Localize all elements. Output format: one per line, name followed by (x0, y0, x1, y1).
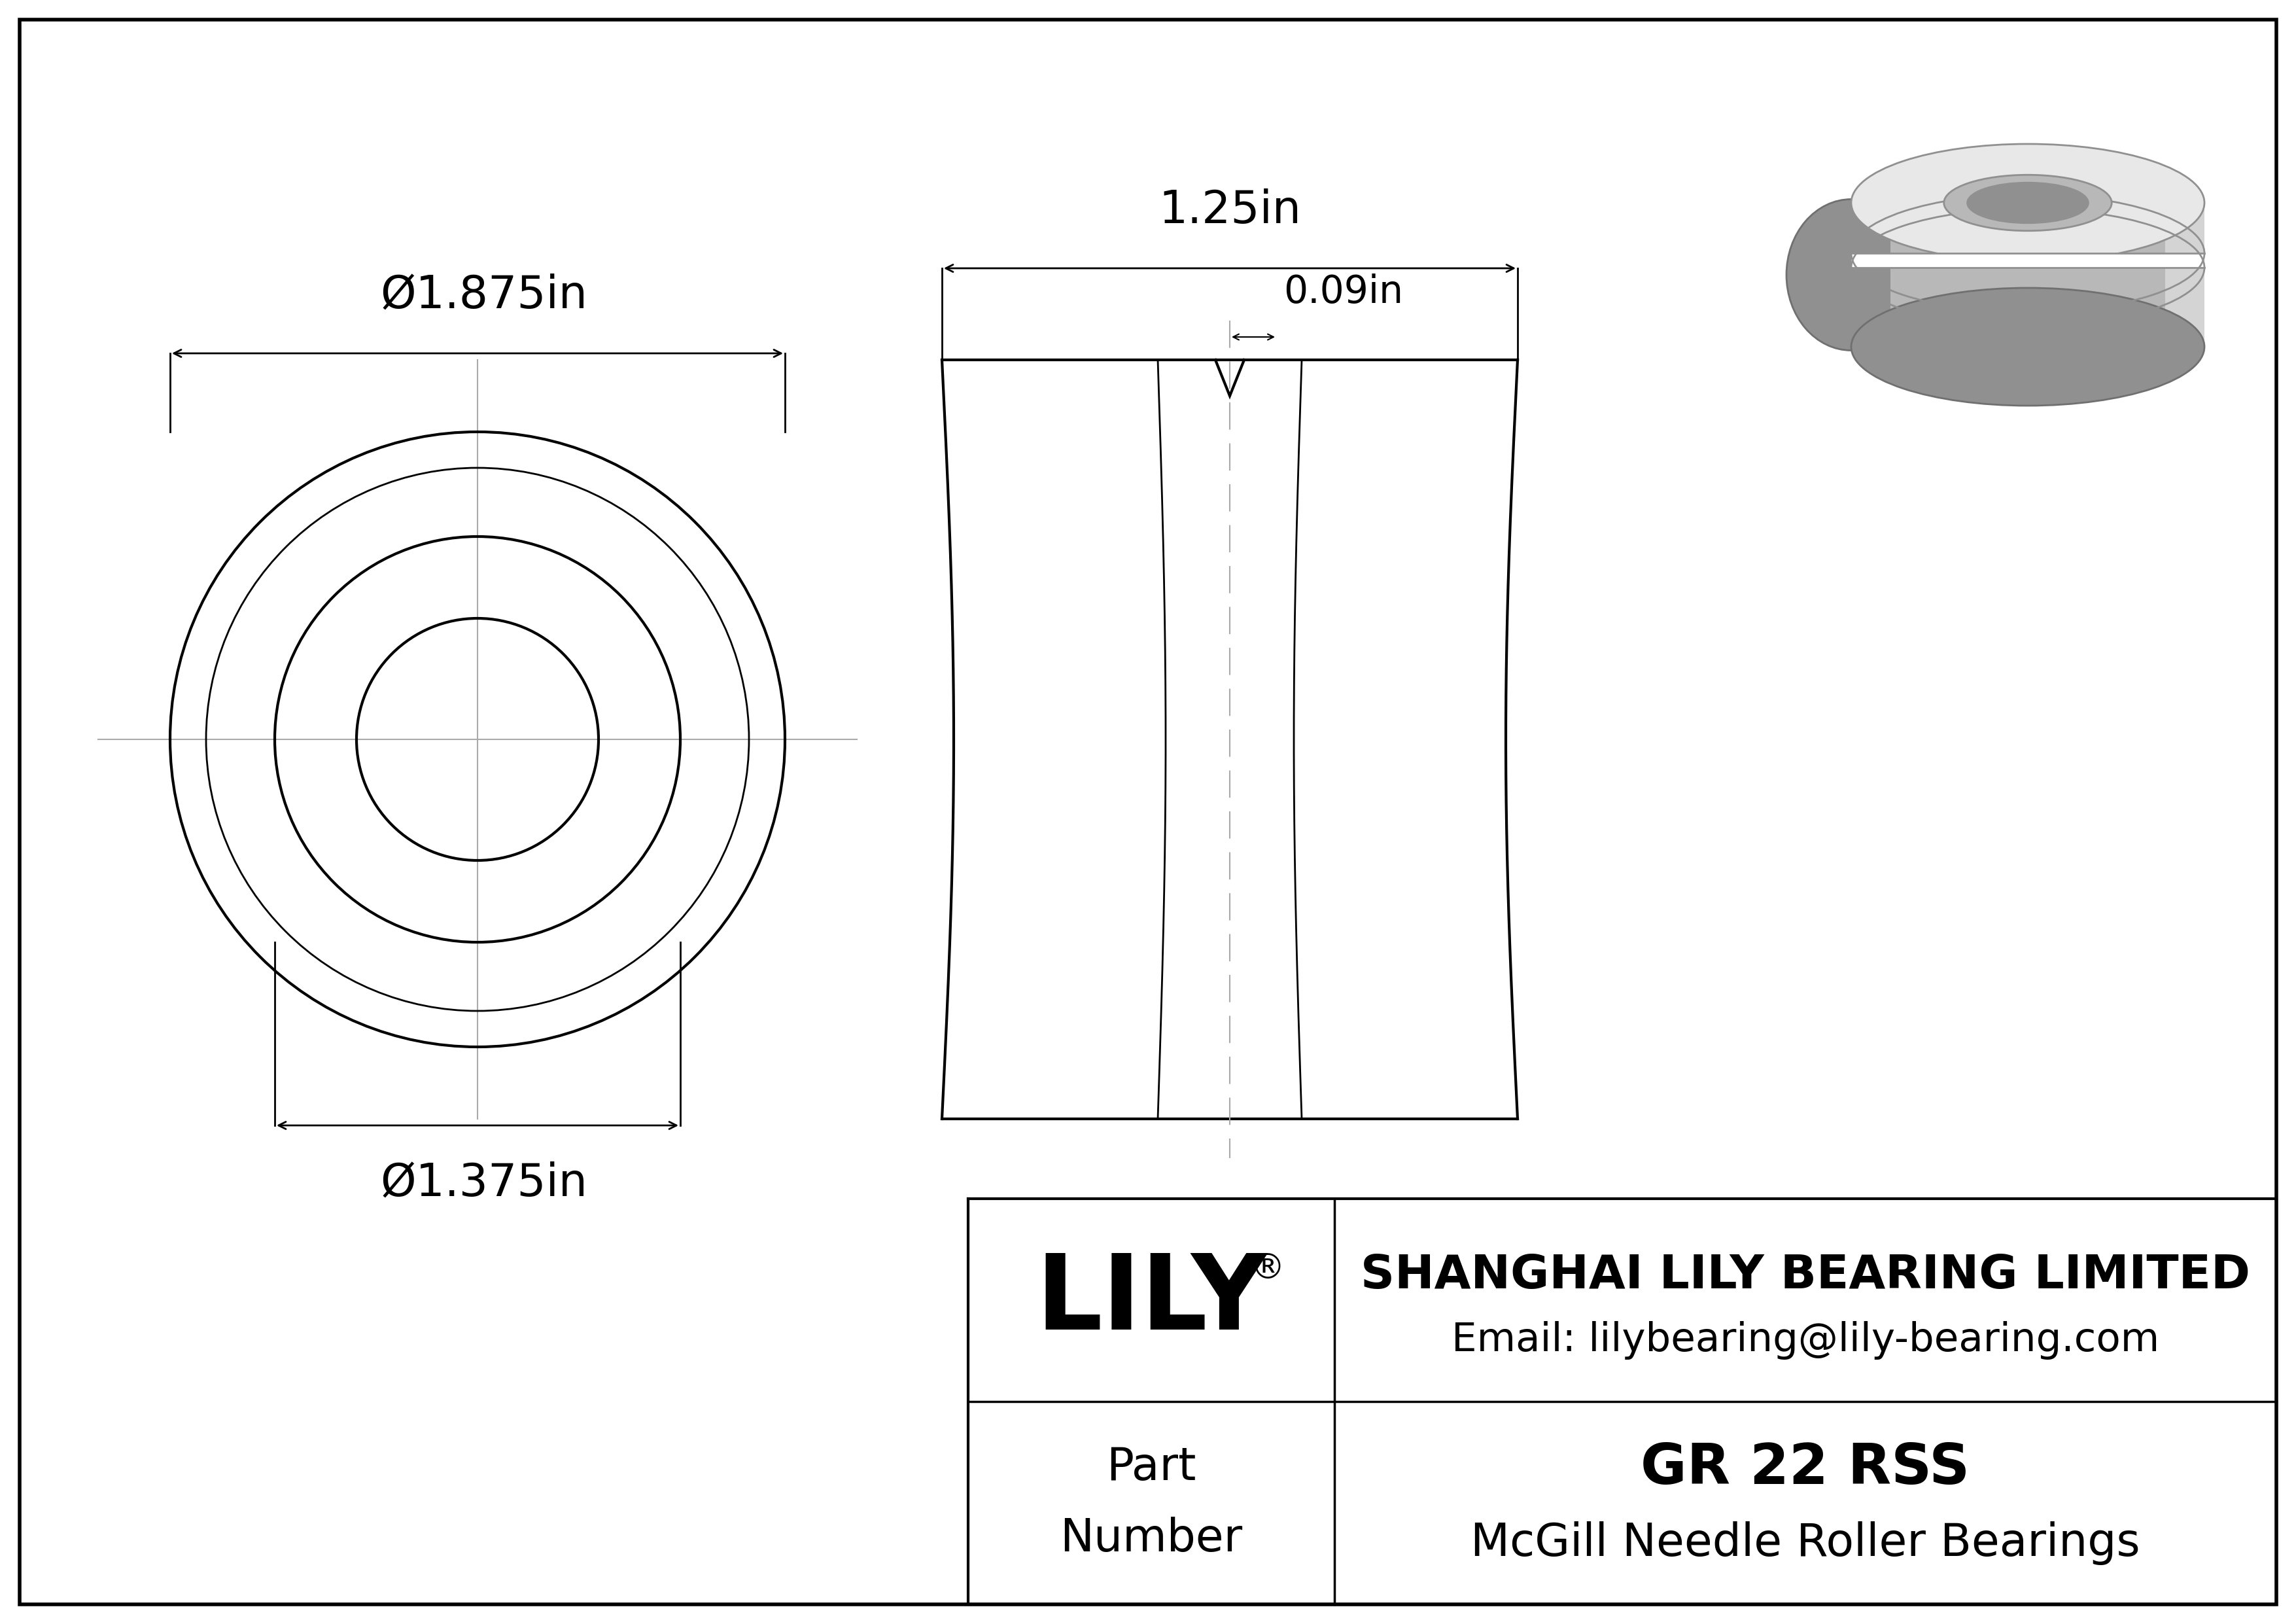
Text: 0.09in: 0.09in (1283, 273, 1403, 310)
Polygon shape (1851, 203, 2204, 348)
Text: Ø1.375in: Ø1.375in (381, 1161, 588, 1205)
Text: Email: lilybearing@lily-bearing.com: Email: lilybearing@lily-bearing.com (1451, 1322, 2158, 1359)
Ellipse shape (1968, 182, 2087, 222)
Text: 1.25in: 1.25in (1159, 188, 1302, 232)
Text: ®: ® (1251, 1252, 1286, 1286)
Text: GR 22 RSS: GR 22 RSS (1642, 1442, 1970, 1496)
Text: SHANGHAI LILY BEARING LIMITED: SHANGHAI LILY BEARING LIMITED (1362, 1254, 2250, 1298)
Ellipse shape (1786, 200, 1915, 351)
Polygon shape (1851, 253, 2204, 268)
Polygon shape (1851, 203, 1890, 348)
Text: Ø1.875in: Ø1.875in (381, 273, 588, 317)
Ellipse shape (1945, 175, 2112, 231)
Text: LILY: LILY (1035, 1249, 1267, 1351)
Text: McGill Needle Roller Bearings: McGill Needle Roller Bearings (1472, 1522, 2140, 1566)
Polygon shape (2165, 203, 2204, 348)
Ellipse shape (1851, 145, 2204, 261)
Ellipse shape (1851, 287, 2204, 406)
Text: Part
Number: Part Number (1061, 1445, 1242, 1561)
